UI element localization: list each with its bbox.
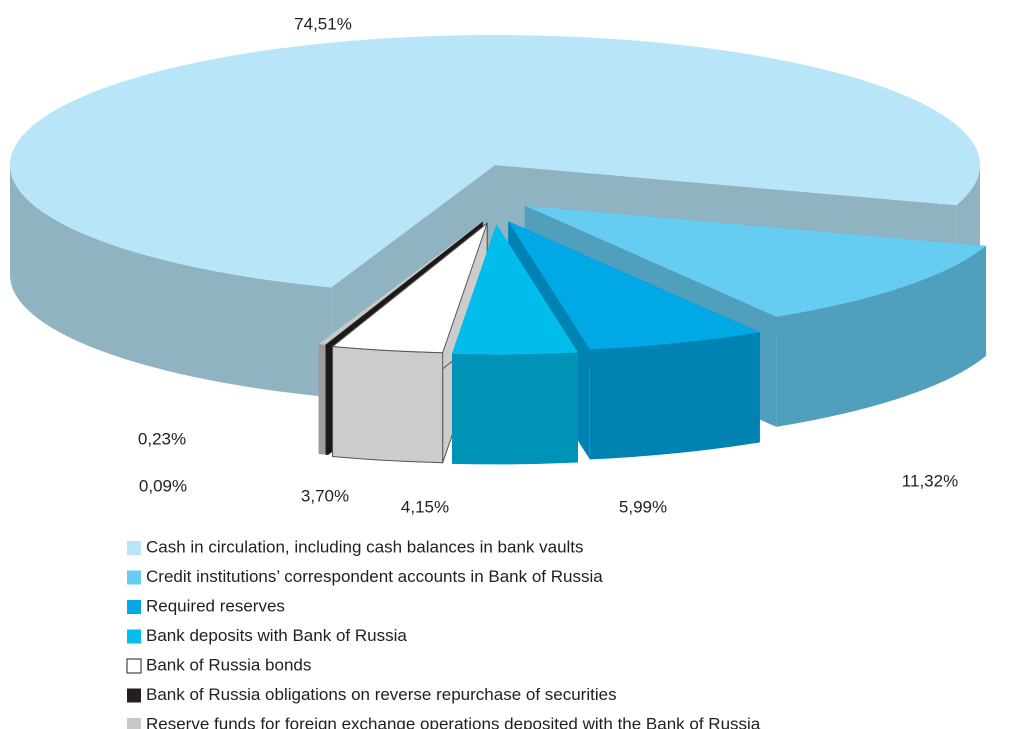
legend-swatch [127, 541, 141, 555]
slice-top [10, 34, 981, 288]
data-label: 0,23% [138, 429, 186, 448]
legend-label: Bank of Russia obligations on reverse re… [146, 685, 617, 704]
legend-label: Credit institutions’ correspondent accou… [146, 567, 603, 586]
legend-label: Reserve funds for foreign exchange opera… [146, 714, 761, 729]
slice-top [524, 205, 987, 317]
data-label: 74,51% [294, 14, 352, 33]
slice-side [10, 165, 332, 398]
legend-swatch [127, 570, 141, 585]
data-label: 0,09% [139, 476, 187, 495]
legend-label: Bank deposits with Bank of Russia [146, 626, 407, 645]
data-label: 5,99% [619, 497, 667, 516]
legend-label: Required reserves [146, 596, 285, 615]
slice-top [331, 221, 489, 354]
legend-swatch [126, 658, 142, 674]
slice-top [318, 221, 483, 345]
data-label: 4,15% [401, 497, 449, 516]
slice-side [776, 245, 987, 427]
slice-side [325, 344, 329, 455]
legend-swatch [127, 600, 141, 614]
legend-swatch [127, 718, 141, 729]
slice-top [325, 221, 483, 345]
slice-side [332, 346, 444, 464]
legend-label: Bank of Russia bonds [146, 655, 311, 674]
slice-side [451, 352, 578, 465]
slice-top [451, 224, 578, 355]
legend-swatch [127, 688, 141, 703]
slice-side [589, 332, 760, 460]
slice-top [508, 221, 760, 350]
data-label: 3,70% [301, 486, 349, 505]
legend-swatch [127, 629, 141, 644]
slice [451, 224, 578, 465]
slice-side [318, 343, 326, 455]
data-label: 11,32% [902, 471, 958, 490]
legend-label: Cash in circulation, including cash bala… [146, 537, 584, 556]
